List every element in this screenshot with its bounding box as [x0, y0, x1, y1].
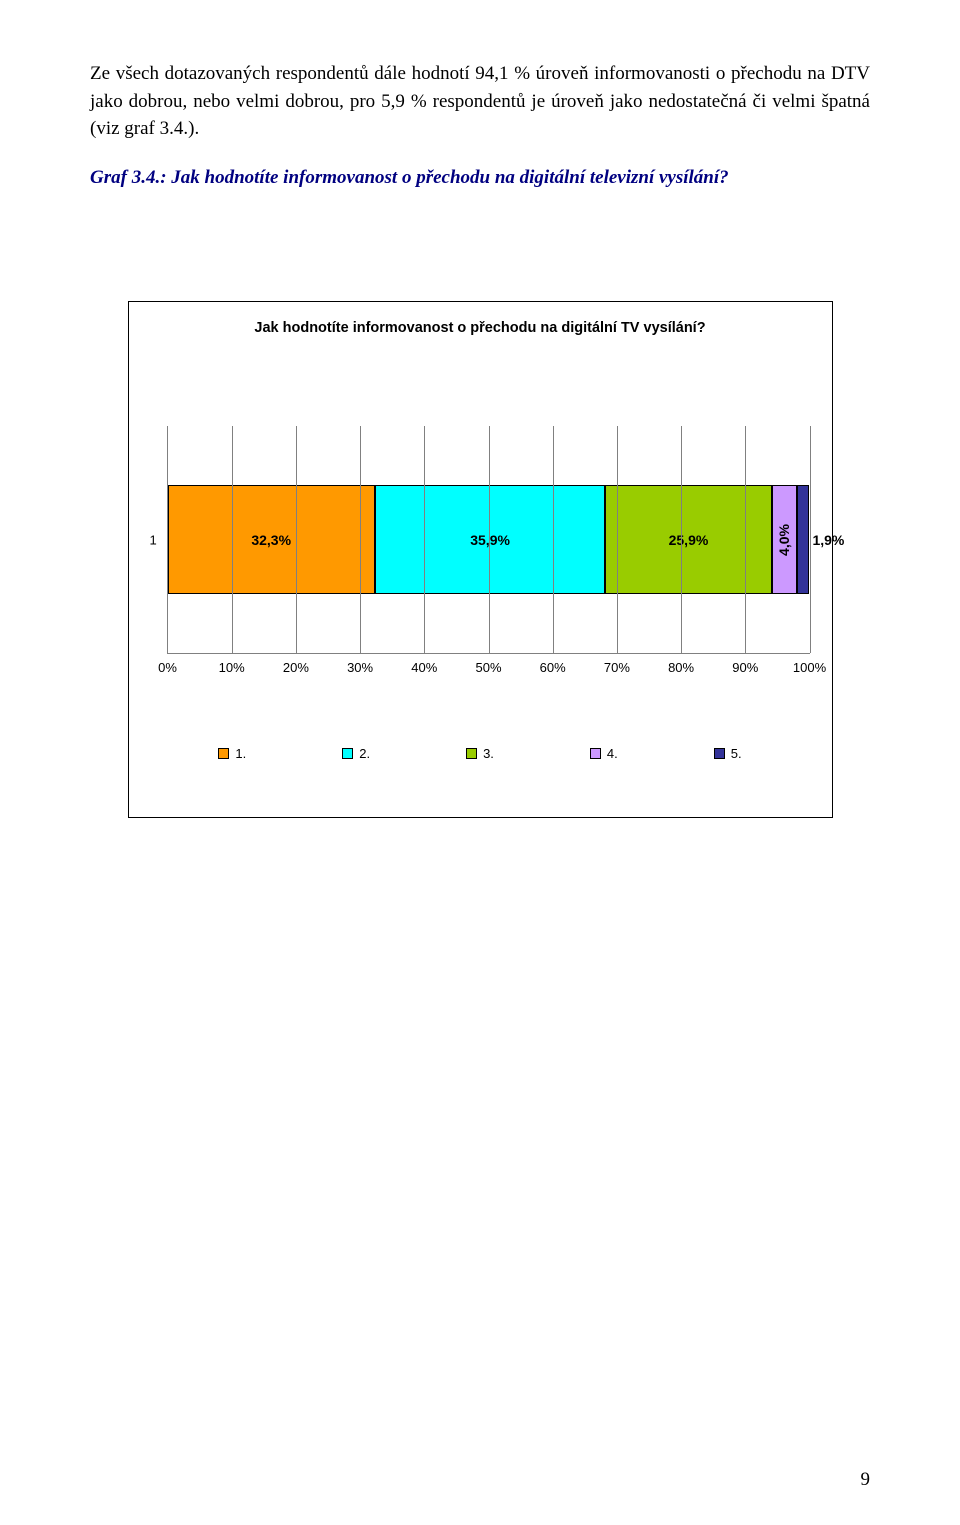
- chart-plot-area: 1 32,3% 35,9% 25,9% 4,0% 1,9% 0% 10% 20% 30% 40%…: [147, 426, 814, 676]
- chart-legend-swatch: [466, 748, 477, 759]
- chart-container: Jak hodnotíte informovanost o přechodu n…: [90, 301, 870, 818]
- chart-segment: 35,9%: [375, 485, 605, 594]
- chart-gridline: [745, 426, 746, 653]
- chart-gridline: [360, 426, 361, 653]
- chart-legend-swatch: [218, 748, 229, 759]
- chart-x-tick: 70%: [604, 660, 630, 675]
- chart-segment-label: 25,9%: [669, 532, 709, 548]
- chart-legend-label: 2.: [359, 746, 370, 761]
- chart-gridline: [810, 426, 811, 653]
- chart-segment-label: 1,9%: [812, 532, 844, 548]
- body-paragraph: Ze všech dotazovaných respondentů dále h…: [90, 60, 870, 143]
- chart-x-tick: 30%: [347, 660, 373, 675]
- chart-x-tick: 20%: [283, 660, 309, 675]
- graf-caption: Graf 3.4.: Jak hodnotíte informovanost o…: [90, 165, 870, 192]
- chart-x-tick: 90%: [732, 660, 758, 675]
- chart-segment: 4,0%: [772, 485, 798, 594]
- chart-legend-label: 1.: [235, 746, 246, 761]
- chart-title: Jak hodnotíte informovanost o přechodu n…: [147, 320, 814, 336]
- chart-legend-label: 4.: [607, 746, 618, 761]
- chart-segment-label: 4,0%: [776, 524, 792, 556]
- chart-segment: 25,9%: [605, 485, 771, 594]
- chart-x-tick: 40%: [411, 660, 437, 675]
- chart-legend-item: 1.: [218, 746, 246, 761]
- chart-legend-item: 2.: [342, 746, 370, 761]
- chart-x-tick: 10%: [219, 660, 245, 675]
- chart-segment-label: 32,3%: [251, 532, 291, 548]
- chart-box: Jak hodnotíte informovanost o přechodu n…: [128, 301, 833, 818]
- page-number: 9: [861, 1469, 871, 1491]
- chart-y-category: 1: [150, 532, 157, 547]
- chart-legend-label: 3.: [483, 746, 494, 761]
- chart-x-tick: 50%: [475, 660, 501, 675]
- chart-gridline: [489, 426, 490, 653]
- chart-gridline: [232, 426, 233, 653]
- chart-legend: 1. 2. 3. 4. 5.: [147, 746, 814, 761]
- chart-gridline: [617, 426, 618, 653]
- chart-legend-swatch: [342, 748, 353, 759]
- chart-plot-inner: 1 32,3%35,9%25,9%4,0%1,9% 0%10%20%30%40%…: [167, 426, 810, 654]
- chart-x-tick: 60%: [540, 660, 566, 675]
- chart-x-tick: 80%: [668, 660, 694, 675]
- chart-legend-label: 5.: [731, 746, 742, 761]
- chart-legend-item: 4.: [590, 746, 618, 761]
- chart-gridline: [553, 426, 554, 653]
- chart-legend-swatch: [714, 748, 725, 759]
- chart-x-tick: 100%: [793, 660, 826, 675]
- chart-gridline: [424, 426, 425, 653]
- chart-x-tick: 0%: [158, 660, 177, 675]
- chart-legend-swatch: [590, 748, 601, 759]
- chart-gridline: [296, 426, 297, 653]
- chart-segment: 1,9%: [797, 485, 809, 594]
- chart-legend-item: 3.: [466, 746, 494, 761]
- chart-legend-item: 5.: [714, 746, 742, 761]
- chart-gridline: [681, 426, 682, 653]
- chart-segment-label: 35,9%: [470, 532, 510, 548]
- chart-segment: 32,3%: [168, 485, 375, 594]
